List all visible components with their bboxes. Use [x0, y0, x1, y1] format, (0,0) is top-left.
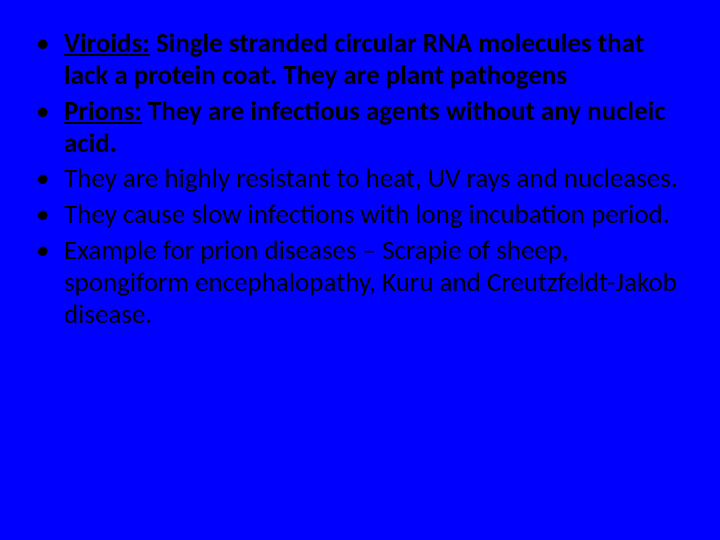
- bullet-text: They cause slow infections with long inc…: [64, 198, 670, 231]
- bullet-list: Viroids: Single stranded circular RNA mo…: [30, 28, 690, 331]
- list-item: They are highly resistant to heat, UV ra…: [30, 163, 690, 195]
- bullet-text: Single stranded circular RNA molecules t…: [64, 27, 644, 92]
- list-item: They cause slow infections with long inc…: [30, 199, 690, 231]
- bullet-text: They are infectious agents without any n…: [64, 95, 666, 160]
- list-item: Prions: They are infectious agents witho…: [30, 96, 690, 160]
- bullet-text: They are highly resistant to heat, UV ra…: [64, 162, 678, 195]
- bullet-text: Example for prion diseases – Scrapie of …: [64, 234, 677, 331]
- list-item: Example for prion diseases – Scrapie of …: [30, 235, 690, 331]
- slide: Viroids: Single stranded circular RNA mo…: [0, 0, 720, 540]
- term-label: Viroids:: [64, 27, 150, 60]
- term-label: Prions:: [64, 95, 142, 128]
- list-item: Viroids: Single stranded circular RNA mo…: [30, 28, 690, 92]
